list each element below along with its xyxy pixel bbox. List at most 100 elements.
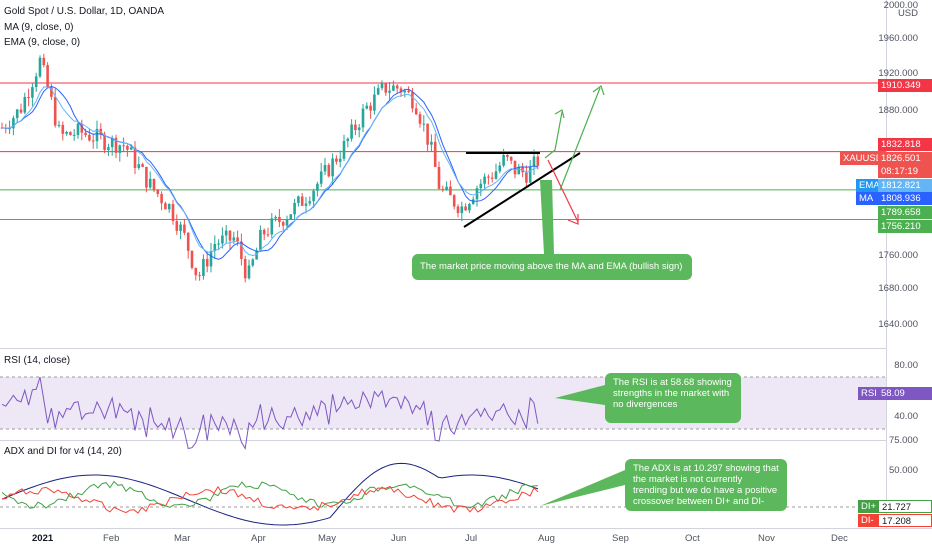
adx-annotation-note[interactable]: The ADX is at 10.297 showing that the ma…	[625, 459, 787, 511]
candle-body	[278, 216, 281, 223]
candle-body	[399, 88, 403, 93]
rsi-annotation-note[interactable]: The RSI is at 58.68 showing strengths in…	[605, 373, 741, 423]
ema-price-tag: 1812.821	[878, 179, 932, 192]
candle-body	[57, 124, 61, 126]
candle-body	[369, 105, 372, 111]
candle-body	[285, 219, 289, 226]
candle-body	[376, 88, 380, 95]
candle-body	[331, 158, 334, 177]
rsi-pane-title[interactable]: RSI (14, close)	[4, 355, 71, 366]
candle-body	[414, 108, 418, 115]
symbol-title: Gold Spot / U.S. Dollar, 1D, OANDA	[4, 6, 165, 17]
support-price-tag: 1756.210	[878, 220, 932, 233]
price-axis-label: 1960.000	[878, 33, 918, 44]
symbol-tag: XAUUSD	[840, 152, 883, 165]
candle-body	[217, 243, 220, 245]
candle-body	[186, 232, 190, 251]
candle-body	[437, 166, 441, 189]
ma-annotation-note[interactable]: The market price moving above the MA and…	[412, 254, 692, 280]
candle-body	[464, 206, 467, 211]
candle-body	[34, 76, 38, 88]
candle-body	[319, 171, 323, 184]
resistance-price-tag: 1910.349	[878, 79, 932, 92]
candle-body	[452, 195, 456, 207]
candle-body	[183, 224, 186, 233]
candle-body	[418, 114, 422, 124]
candle-body	[202, 258, 205, 276]
candle-body	[373, 94, 376, 111]
candle-body	[213, 243, 217, 252]
candle-body	[411, 92, 414, 109]
rsi-axis-label: 80.00	[894, 360, 918, 371]
adx-axis-label: 75.000	[888, 435, 918, 446]
rsi-axis-label: 40.00	[894, 411, 918, 422]
time-axis-label: May	[318, 533, 336, 544]
candle-body	[289, 214, 293, 220]
time-axis-label: Mar	[174, 533, 191, 544]
candle-body	[190, 250, 194, 268]
note-pointer	[540, 470, 625, 506]
candle-body	[357, 127, 361, 131]
candle-body	[53, 96, 57, 126]
countdown-tag: 08:17:19	[878, 165, 932, 178]
candle-body	[88, 134, 91, 141]
time-axis-label: Aug	[538, 533, 555, 544]
candle-body	[145, 166, 148, 188]
ema-line	[1, 86, 538, 257]
candle-body	[175, 221, 179, 231]
price-axis-label: 1760.000	[878, 250, 918, 261]
time-axis-label: Apr	[251, 533, 266, 544]
candle-body	[445, 186, 448, 190]
note-pointer	[555, 385, 605, 405]
candle-body	[433, 141, 437, 167]
arrow-head	[592, 85, 605, 96]
candle-body	[384, 83, 388, 93]
candle-body	[316, 183, 319, 191]
candle-body	[31, 87, 34, 98]
candle-body	[498, 165, 502, 172]
time-axis-label: Feb	[103, 533, 120, 544]
candle-body	[430, 141, 433, 145]
candle-body	[300, 196, 304, 206]
candle-body	[494, 171, 498, 179]
candle-body	[164, 203, 167, 210]
ema-legend[interactable]: EMA (9, close, 0)	[4, 37, 81, 48]
candle-body	[42, 57, 46, 66]
candle-body	[441, 188, 445, 190]
candle-body	[160, 194, 163, 204]
ema-tag-label: EMA	[856, 179, 880, 192]
candle-body	[509, 156, 513, 161]
support-price-tag: 1789.658	[878, 206, 932, 219]
candle-body	[487, 176, 490, 178]
rsi-value-tag: 58.09	[878, 387, 932, 400]
rising-trendline	[463, 152, 581, 228]
candle-body	[281, 222, 285, 226]
candle-body	[460, 206, 464, 213]
candle-body	[107, 147, 110, 150]
candle-body	[323, 164, 327, 172]
candle-body	[224, 230, 228, 236]
candle-body	[129, 147, 133, 150]
last-price-tag: 1826.501	[878, 152, 932, 165]
price-axis-label: 1680.000	[878, 283, 918, 294]
candle-body	[346, 138, 350, 142]
pane-divider	[0, 440, 886, 441]
candle-body	[179, 224, 182, 231]
candle-body	[133, 147, 137, 168]
time-axis-label: Jul	[465, 533, 478, 544]
candle-body	[8, 128, 11, 130]
candle-body	[536, 156, 540, 166]
adx-pane-title[interactable]: ADX and DI for v4 (14, 20)	[4, 446, 122, 457]
ma-legend[interactable]: MA (9, close, 0)	[4, 22, 74, 33]
time-axis-label: Dec	[831, 533, 848, 544]
candle-body	[114, 137, 118, 153]
candle-body	[247, 265, 251, 279]
candle-body	[456, 206, 460, 213]
candle-body	[91, 140, 95, 142]
candle-body	[236, 237, 239, 242]
candle-body	[171, 203, 175, 222]
candle-body	[335, 158, 338, 162]
candle-body	[243, 258, 247, 279]
candle-body	[517, 166, 521, 175]
